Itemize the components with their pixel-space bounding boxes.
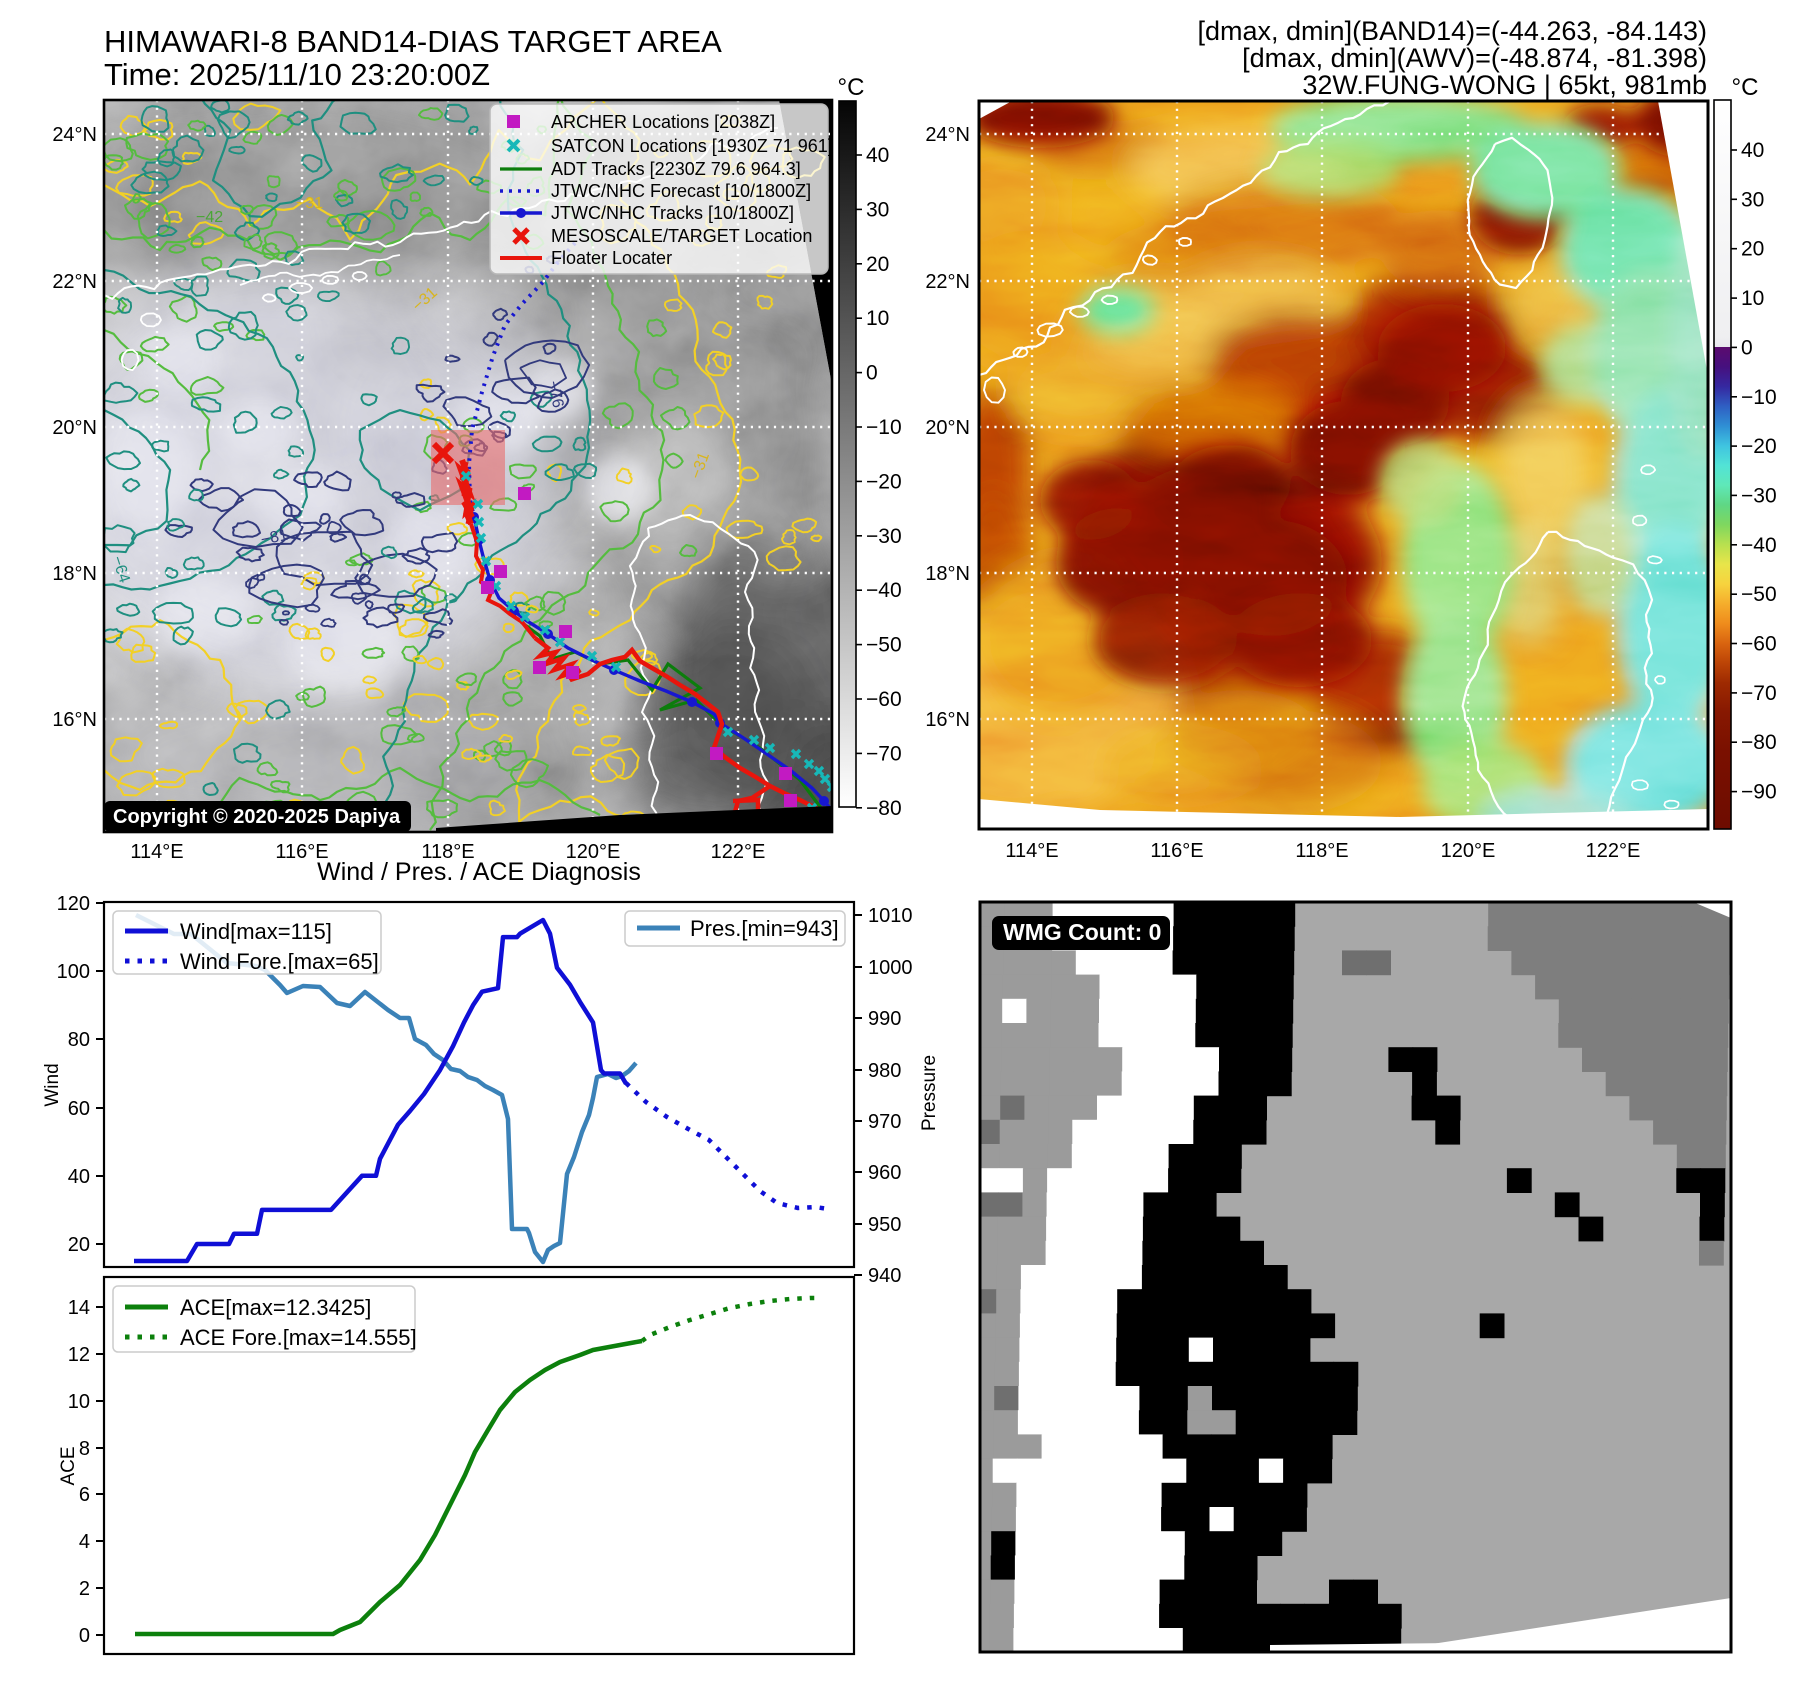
svg-text:32W.FUNG-WONG | 65kt, 981mb: 32W.FUNG-WONG | 65kt, 981mb [1302, 70, 1707, 100]
svg-text:ARCHER Locations [2038Z]: ARCHER Locations [2038Z] [551, 112, 775, 132]
svg-text:Time: 2025/11/10 23:20:00Z: Time: 2025/11/10 23:20:00Z [104, 57, 490, 92]
svg-text:4: 4 [79, 1531, 90, 1553]
svg-text:[dmax, dmin](BAND14)=(-44.263,: [dmax, dmin](BAND14)=(-44.263, -84.143) [1198, 16, 1707, 46]
svg-text:20: 20 [68, 1234, 90, 1256]
svg-text:JTWC/NHC Forecast [10/1800Z]: JTWC/NHC Forecast [10/1800Z] [551, 181, 811, 201]
svg-text:0: 0 [866, 362, 878, 385]
svg-text:−10: −10 [866, 416, 902, 439]
svg-text:16°N: 16°N [925, 709, 970, 731]
svg-text:114°E: 114°E [130, 841, 183, 863]
svg-text:16°N: 16°N [52, 709, 97, 731]
svg-text:120: 120 [57, 893, 90, 915]
svg-text:10: 10 [866, 307, 889, 330]
svg-text:20: 20 [1741, 238, 1764, 261]
svg-text:20: 20 [866, 253, 889, 276]
svg-text:120°E: 120°E [1441, 840, 1496, 862]
svg-text:960: 960 [868, 1162, 901, 1184]
svg-text:−30: −30 [1741, 484, 1777, 507]
svg-text:8: 8 [79, 1438, 90, 1460]
svg-text:24°N: 24°N [52, 124, 97, 146]
svg-text:ACE Fore.[max=14.555]: ACE Fore.[max=14.555] [180, 1325, 417, 1350]
svg-text:Wind Fore.[max=65]: Wind Fore.[max=65] [180, 949, 379, 974]
svg-text:10: 10 [1741, 287, 1764, 310]
svg-text:30: 30 [866, 198, 889, 221]
svg-text:120°E: 120°E [566, 841, 621, 863]
svg-text:WMG Count: 0: WMG Count: 0 [1003, 919, 1161, 945]
svg-text:22°N: 22°N [52, 271, 97, 293]
svg-text:60: 60 [68, 1098, 90, 1120]
svg-text:12: 12 [68, 1344, 90, 1366]
svg-text:118°E: 118°E [1295, 840, 1348, 862]
svg-text:18°N: 18°N [52, 563, 97, 585]
svg-text:20°N: 20°N [925, 417, 970, 439]
svg-text:970: 970 [868, 1111, 901, 1133]
svg-text:14: 14 [68, 1297, 90, 1319]
svg-text:18°N: 18°N [925, 563, 970, 585]
svg-text:−80: −80 [866, 797, 902, 820]
svg-text:−70: −70 [866, 742, 902, 765]
svg-text:−76: −76 [544, 379, 566, 409]
svg-text:122°E: 122°E [1586, 840, 1641, 862]
svg-text:940: 940 [868, 1265, 901, 1287]
svg-text:°C: °C [838, 74, 865, 101]
svg-text:SATCON Locations [1930Z 71 961: SATCON Locations [1930Z 71 961] [551, 136, 833, 156]
svg-text:6: 6 [79, 1484, 90, 1506]
svg-text:°C: °C [1732, 74, 1759, 101]
svg-text:10: 10 [68, 1391, 90, 1413]
svg-text:116°E: 116°E [1150, 840, 1203, 862]
svg-text:Wind / Pres. / ACE Diagnosis: Wind / Pres. / ACE Diagnosis [317, 858, 641, 886]
svg-text:24°N: 24°N [925, 124, 970, 146]
svg-text:Wind[max=115]: Wind[max=115] [180, 919, 332, 944]
svg-text:Floater Locater: Floater Locater [551, 248, 672, 268]
svg-text:ACE[max=12.3425]: ACE[max=12.3425] [180, 1295, 371, 1320]
svg-text:JTWC/NHC Tracks [10/1800Z]: JTWC/NHC Tracks [10/1800Z] [551, 203, 794, 223]
svg-text:950: 950 [868, 1214, 901, 1236]
svg-text:−10: −10 [1741, 386, 1777, 409]
svg-text:−42: −42 [196, 209, 223, 226]
svg-text:−60: −60 [1741, 633, 1777, 656]
svg-text:22°N: 22°N [925, 271, 970, 293]
svg-text:Pressure: Pressure [919, 1055, 940, 1131]
svg-text:118°E: 118°E [421, 841, 474, 863]
svg-text:Pres.[min=943]: Pres.[min=943] [690, 916, 839, 941]
svg-text:990: 990 [868, 1008, 901, 1030]
svg-text:HIMAWARI-8 BAND14-DIAS TARGET: HIMAWARI-8 BAND14-DIAS TARGET AREA [104, 24, 722, 59]
svg-text:−40: −40 [866, 579, 902, 602]
svg-text:MESOSCALE/TARGET Location: MESOSCALE/TARGET Location [551, 226, 812, 246]
svg-text:116°E: 116°E [275, 841, 328, 863]
svg-text:0: 0 [79, 1625, 90, 1647]
svg-text:40: 40 [1741, 139, 1764, 162]
svg-text:−40: −40 [1741, 534, 1777, 557]
svg-text:−50: −50 [866, 634, 902, 657]
svg-text:1000: 1000 [868, 957, 913, 979]
svg-text:−70: −70 [1741, 682, 1777, 705]
svg-text:Copyright © 2020-2025 Dapiya: Copyright © 2020-2025 Dapiya [113, 806, 401, 828]
svg-text:−20: −20 [1741, 435, 1777, 458]
svg-text:[dmax, dmin](AWV)=(-48.874, -8: [dmax, dmin](AWV)=(-48.874, -81.398) [1242, 43, 1707, 73]
svg-text:−60: −60 [866, 688, 902, 711]
svg-text:980: 980 [868, 1060, 901, 1082]
svg-text:2: 2 [79, 1578, 90, 1600]
svg-text:30: 30 [1741, 188, 1764, 211]
svg-text:40: 40 [866, 144, 889, 167]
svg-text:ADT Tracks [2230Z 79.6 964.3]: ADT Tracks [2230Z 79.6 964.3] [551, 159, 801, 179]
svg-text:20°N: 20°N [52, 417, 97, 439]
svg-text:−90: −90 [1741, 781, 1777, 804]
svg-text:0: 0 [1741, 336, 1753, 359]
svg-text:114°E: 114°E [1005, 840, 1058, 862]
svg-text:1010: 1010 [868, 905, 913, 927]
svg-text:−20: −20 [866, 470, 902, 493]
svg-text:Wind: Wind [42, 1063, 63, 1106]
svg-text:−31: −31 [296, 195, 323, 212]
svg-text:−80: −80 [1741, 731, 1777, 754]
svg-text:−30: −30 [866, 525, 902, 548]
svg-text:122°E: 122°E [711, 841, 766, 863]
svg-text:100: 100 [57, 961, 90, 983]
svg-text:80: 80 [68, 1029, 90, 1051]
svg-text:−81: −81 [259, 527, 289, 549]
svg-text:ACE: ACE [58, 1446, 79, 1485]
svg-text:−50: −50 [1741, 583, 1777, 606]
svg-text:40: 40 [68, 1166, 90, 1188]
